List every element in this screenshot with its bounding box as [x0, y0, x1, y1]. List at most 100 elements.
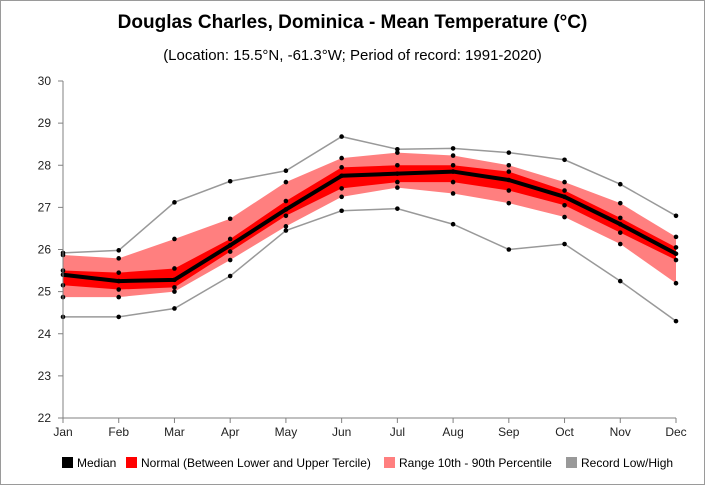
x-tick-label: Feb	[108, 425, 129, 439]
record-low-point	[172, 306, 177, 311]
legend-swatch	[566, 457, 577, 468]
legend-label: Median	[77, 456, 116, 470]
record-high-point	[617, 181, 623, 187]
lower-tercile-point	[506, 188, 512, 193]
record-low-point	[450, 221, 456, 227]
lower-tercile-point	[562, 202, 567, 208]
record-high-point	[283, 168, 289, 174]
y-tick-label: 27	[38, 200, 52, 214]
y-tick-label: 30	[38, 74, 52, 88]
upper-tercile-point	[450, 162, 456, 168]
record-high-point	[116, 248, 122, 253]
median-point	[617, 221, 623, 227]
y-tick-label: 26	[38, 243, 52, 257]
record-high-point	[506, 150, 512, 155]
p90-point	[450, 153, 456, 158]
median-point	[506, 177, 512, 183]
lower-tercile-point	[116, 287, 122, 292]
p90-point	[562, 179, 567, 185]
lower-tercile-point	[450, 179, 456, 185]
axes: 22 23 24 25 26 27 28 29 30 Jan Feb Mar Apr May Jun Jul A…	[38, 74, 687, 439]
lower-tercile-point	[227, 249, 233, 254]
y-tick-label: 25	[38, 285, 52, 299]
record-low-point	[339, 208, 344, 214]
p10-point	[227, 257, 233, 263]
chart-title: Douglas Charles, Dominica - Mean Tempera…	[117, 12, 588, 33]
lower-tercile-point	[339, 186, 344, 191]
lower-tercile-point	[617, 230, 623, 235]
y-tick-label: 29	[38, 116, 52, 130]
record-low-point	[395, 206, 400, 211]
x-tick-label: Jul	[390, 425, 405, 439]
legend-swatch	[62, 457, 73, 468]
plot-area	[60, 134, 679, 324]
record-high-point	[673, 213, 679, 219]
p10-point	[283, 224, 289, 229]
median-line	[62, 169, 677, 284]
median-point	[227, 242, 233, 248]
record-low-point	[617, 278, 623, 284]
p90-point	[395, 150, 400, 155]
x-tick-label: Mar	[164, 425, 185, 439]
upper-tercile-point	[339, 165, 344, 170]
p90-point	[172, 236, 177, 242]
normal-band	[63, 165, 676, 290]
x-tick-label: Dec	[665, 425, 686, 439]
p10-point	[617, 241, 623, 247]
record-high-point	[450, 146, 456, 151]
median-point	[673, 251, 679, 257]
record-low-point	[283, 228, 289, 233]
x-tick-label: Jan	[53, 425, 72, 439]
p10-point	[116, 294, 122, 300]
median-point	[395, 171, 400, 176]
median-point	[450, 169, 456, 174]
upper-tercile-point	[172, 266, 177, 271]
legend-swatch	[126, 457, 137, 468]
legend-label: Normal (Between Lower and Upper Tercile)	[141, 456, 371, 470]
upper-tercile-point	[506, 169, 512, 174]
median-point	[172, 277, 177, 283]
record-high-point	[227, 178, 233, 184]
y-tick-label: 24	[38, 327, 52, 341]
x-tick-label: May	[275, 425, 298, 439]
median-point	[339, 173, 344, 179]
p90-point	[283, 179, 289, 185]
upper-tercile-point	[116, 270, 122, 275]
p10-point	[395, 185, 400, 190]
x-tick-label: Apr	[221, 425, 240, 439]
lower-tercile-point	[395, 179, 400, 185]
p10-point	[673, 280, 679, 286]
upper-tercile-point	[227, 236, 233, 242]
legend-swatch	[384, 457, 395, 468]
x-tick-label: Aug	[442, 425, 463, 439]
p10-point	[562, 214, 567, 220]
legend-label: Range 10th - 90th Percentile	[399, 456, 552, 470]
median-point	[283, 207, 289, 212]
record-low-point	[227, 273, 233, 279]
p10-point	[172, 289, 177, 294]
legend: Median Normal (Between Lower and Upper Te…	[62, 456, 673, 470]
median-point	[116, 278, 122, 284]
record-high-point	[172, 200, 177, 205]
x-tick-label: Nov	[610, 425, 631, 439]
p90-point	[116, 256, 122, 261]
y-tick-label: 28	[38, 158, 52, 172]
record-high-point	[562, 157, 567, 163]
record-low-point	[116, 314, 122, 320]
upper-tercile-point	[617, 215, 623, 221]
x-tick-label: Sep	[498, 425, 520, 439]
lower-tercile-point	[172, 285, 177, 290]
x-tick-label: Oct	[555, 425, 574, 439]
record-low-point	[673, 318, 679, 324]
upper-tercile-point	[673, 245, 679, 250]
p90-point	[617, 200, 623, 206]
p90-point	[339, 155, 344, 161]
upper-tercile-point	[283, 198, 289, 204]
upper-tercile-point	[562, 188, 567, 193]
legend-label: Record Low/High	[581, 456, 673, 470]
x-tick-label: Jun	[332, 425, 351, 439]
p90-point	[506, 162, 512, 168]
record-high-line	[62, 135, 677, 254]
